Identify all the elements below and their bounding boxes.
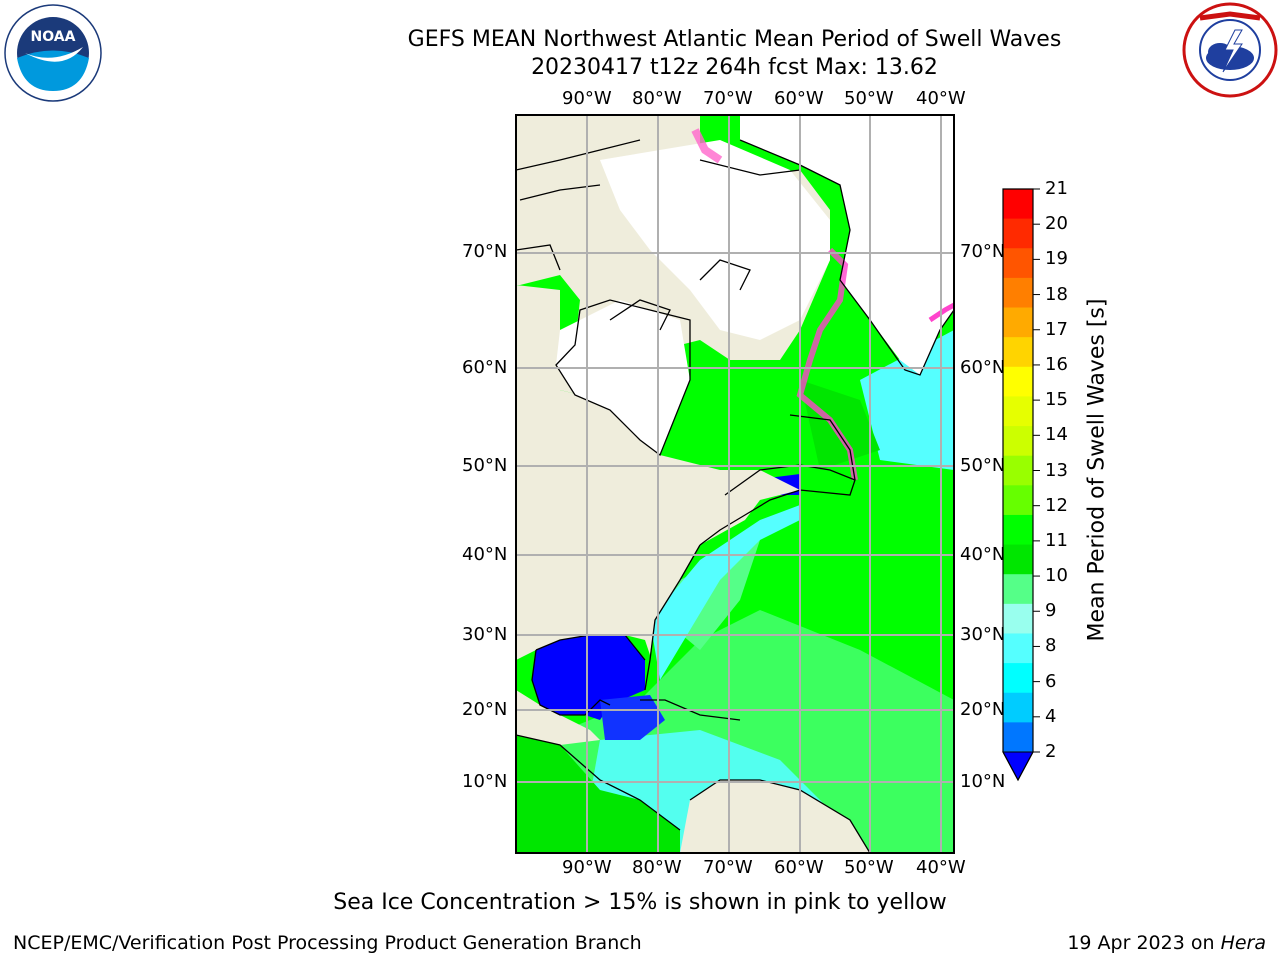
lat-label-right: 10°N [960, 771, 1006, 792]
lon-label-top: 50°W [844, 88, 894, 109]
colorbar-tick-label: 19 [1045, 248, 1068, 270]
lat-label-left: 50°N [462, 455, 508, 476]
colorbar-swatch [1003, 663, 1033, 694]
colorbar-swatch [1003, 366, 1033, 397]
chart-subtitle: 20230417 t12z 264h fcst Max: 13.62 [531, 55, 938, 80]
lat-label-right: 40°N [960, 544, 1006, 565]
lon-label-bottom: 60°W [774, 857, 824, 878]
colorbar-swatch [1003, 722, 1033, 753]
colorbar-tick-label: 17 [1045, 318, 1068, 340]
colorbar [1002, 188, 1040, 782]
noaa-logo-text: NOAA [31, 29, 76, 45]
colorbar-tick-label: 21 [1045, 178, 1068, 199]
lat-label-right: 50°N [960, 455, 1006, 476]
colorbar-swatch [1003, 544, 1033, 575]
colorbar-extend-triangle [1002, 751, 1034, 782]
colorbar-tick-label: 10 [1045, 565, 1068, 587]
colorbar-swatch [1003, 692, 1033, 723]
colorbar-tick-label: 8 [1045, 635, 1057, 657]
footer-host: Hera [1220, 932, 1266, 954]
lon-label-bottom: 70°W [703, 857, 753, 878]
colorbar-swatch [1003, 574, 1033, 605]
colorbar-swatch [1003, 514, 1033, 546]
south-america-land [680, 780, 870, 853]
footer-date: 19 Apr 2023 on Hera [1067, 932, 1266, 954]
lon-label-top: 80°W [632, 88, 682, 109]
colorbar-swatch [1003, 633, 1033, 664]
hudson-bay-ice [556, 300, 690, 455]
lon-label-top: 90°W [562, 88, 612, 109]
colorbar-tick-label: 12 [1045, 494, 1068, 516]
colorbar-swatch [1003, 426, 1033, 457]
colorbar-swatch [1003, 218, 1033, 249]
colorbar-tick-label: 9 [1045, 600, 1057, 622]
lon-label-top: 70°W [703, 88, 753, 109]
lat-label-left: 30°N [462, 624, 508, 645]
lat-label-left: 40°N [462, 544, 508, 565]
footer-credit: NCEP/EMC/Verification Post Processing Pr… [13, 932, 642, 954]
lon-label-top: 40°W [916, 88, 966, 109]
colorbar-tick-label: 18 [1045, 283, 1068, 305]
lat-label-left: 20°N [462, 699, 508, 720]
colorbar-tick-label: 2 [1045, 741, 1057, 762]
chart-title: GEFS MEAN Northwest Atlantic Mean Period… [407, 27, 1062, 52]
colorbar-swatch [1003, 307, 1033, 338]
lat-label-left: 10°N [462, 771, 508, 792]
colorbar-tick-label: 15 [1045, 389, 1068, 411]
lon-label-bottom: 40°W [916, 857, 966, 878]
colorbar-tick-label: 4 [1045, 705, 1057, 727]
colorbar-swatch [1003, 337, 1033, 368]
nws-logo [1182, 2, 1278, 98]
lat-label-right: 20°N [960, 699, 1006, 720]
colorbar-tick-label: 6 [1045, 670, 1057, 692]
colorbar-swatch [1003, 455, 1033, 486]
lat-label-left: 70°N [462, 241, 508, 262]
colorbar-swatch [1003, 603, 1033, 634]
colorbar-swatch [1003, 277, 1033, 309]
lat-label-left: 60°N [462, 357, 508, 378]
colorbar-swatch [1003, 485, 1033, 516]
colorbar-swatch [1003, 396, 1033, 427]
noaa-logo: NOAA [4, 4, 102, 102]
lat-label-right: 70°N [960, 241, 1006, 262]
colorbar-tick-label: 20 [1045, 213, 1068, 235]
lat-label-right: 60°N [960, 357, 1006, 378]
colorbar-swatch [1003, 248, 1033, 279]
lon-label-bottom: 80°W [632, 857, 682, 878]
lon-label-top: 60°W [774, 88, 824, 109]
colorbar-tick-label: 11 [1045, 529, 1068, 551]
lon-label-bottom: 50°W [844, 857, 894, 878]
lat-label-right: 30°N [960, 624, 1006, 645]
lon-label-bottom: 90°W [562, 857, 612, 878]
colorbar-swatch [1003, 189, 1033, 220]
colorbar-frame [1002, 188, 1034, 782]
map-frame [515, 114, 955, 854]
colorbar-tick-label: 13 [1045, 459, 1068, 481]
graticule [516, 115, 954, 853]
colorbar-tick-label: 16 [1045, 353, 1068, 375]
colorbar-label: Mean Period of Swell Waves [s] [1084, 298, 1110, 642]
colorbar-tick-label: 14 [1045, 424, 1068, 446]
footer-date-text: 19 Apr 2023 on [1067, 932, 1221, 954]
sea-ice-caption: Sea Ice Concentration > 15% is shown in … [333, 890, 947, 915]
